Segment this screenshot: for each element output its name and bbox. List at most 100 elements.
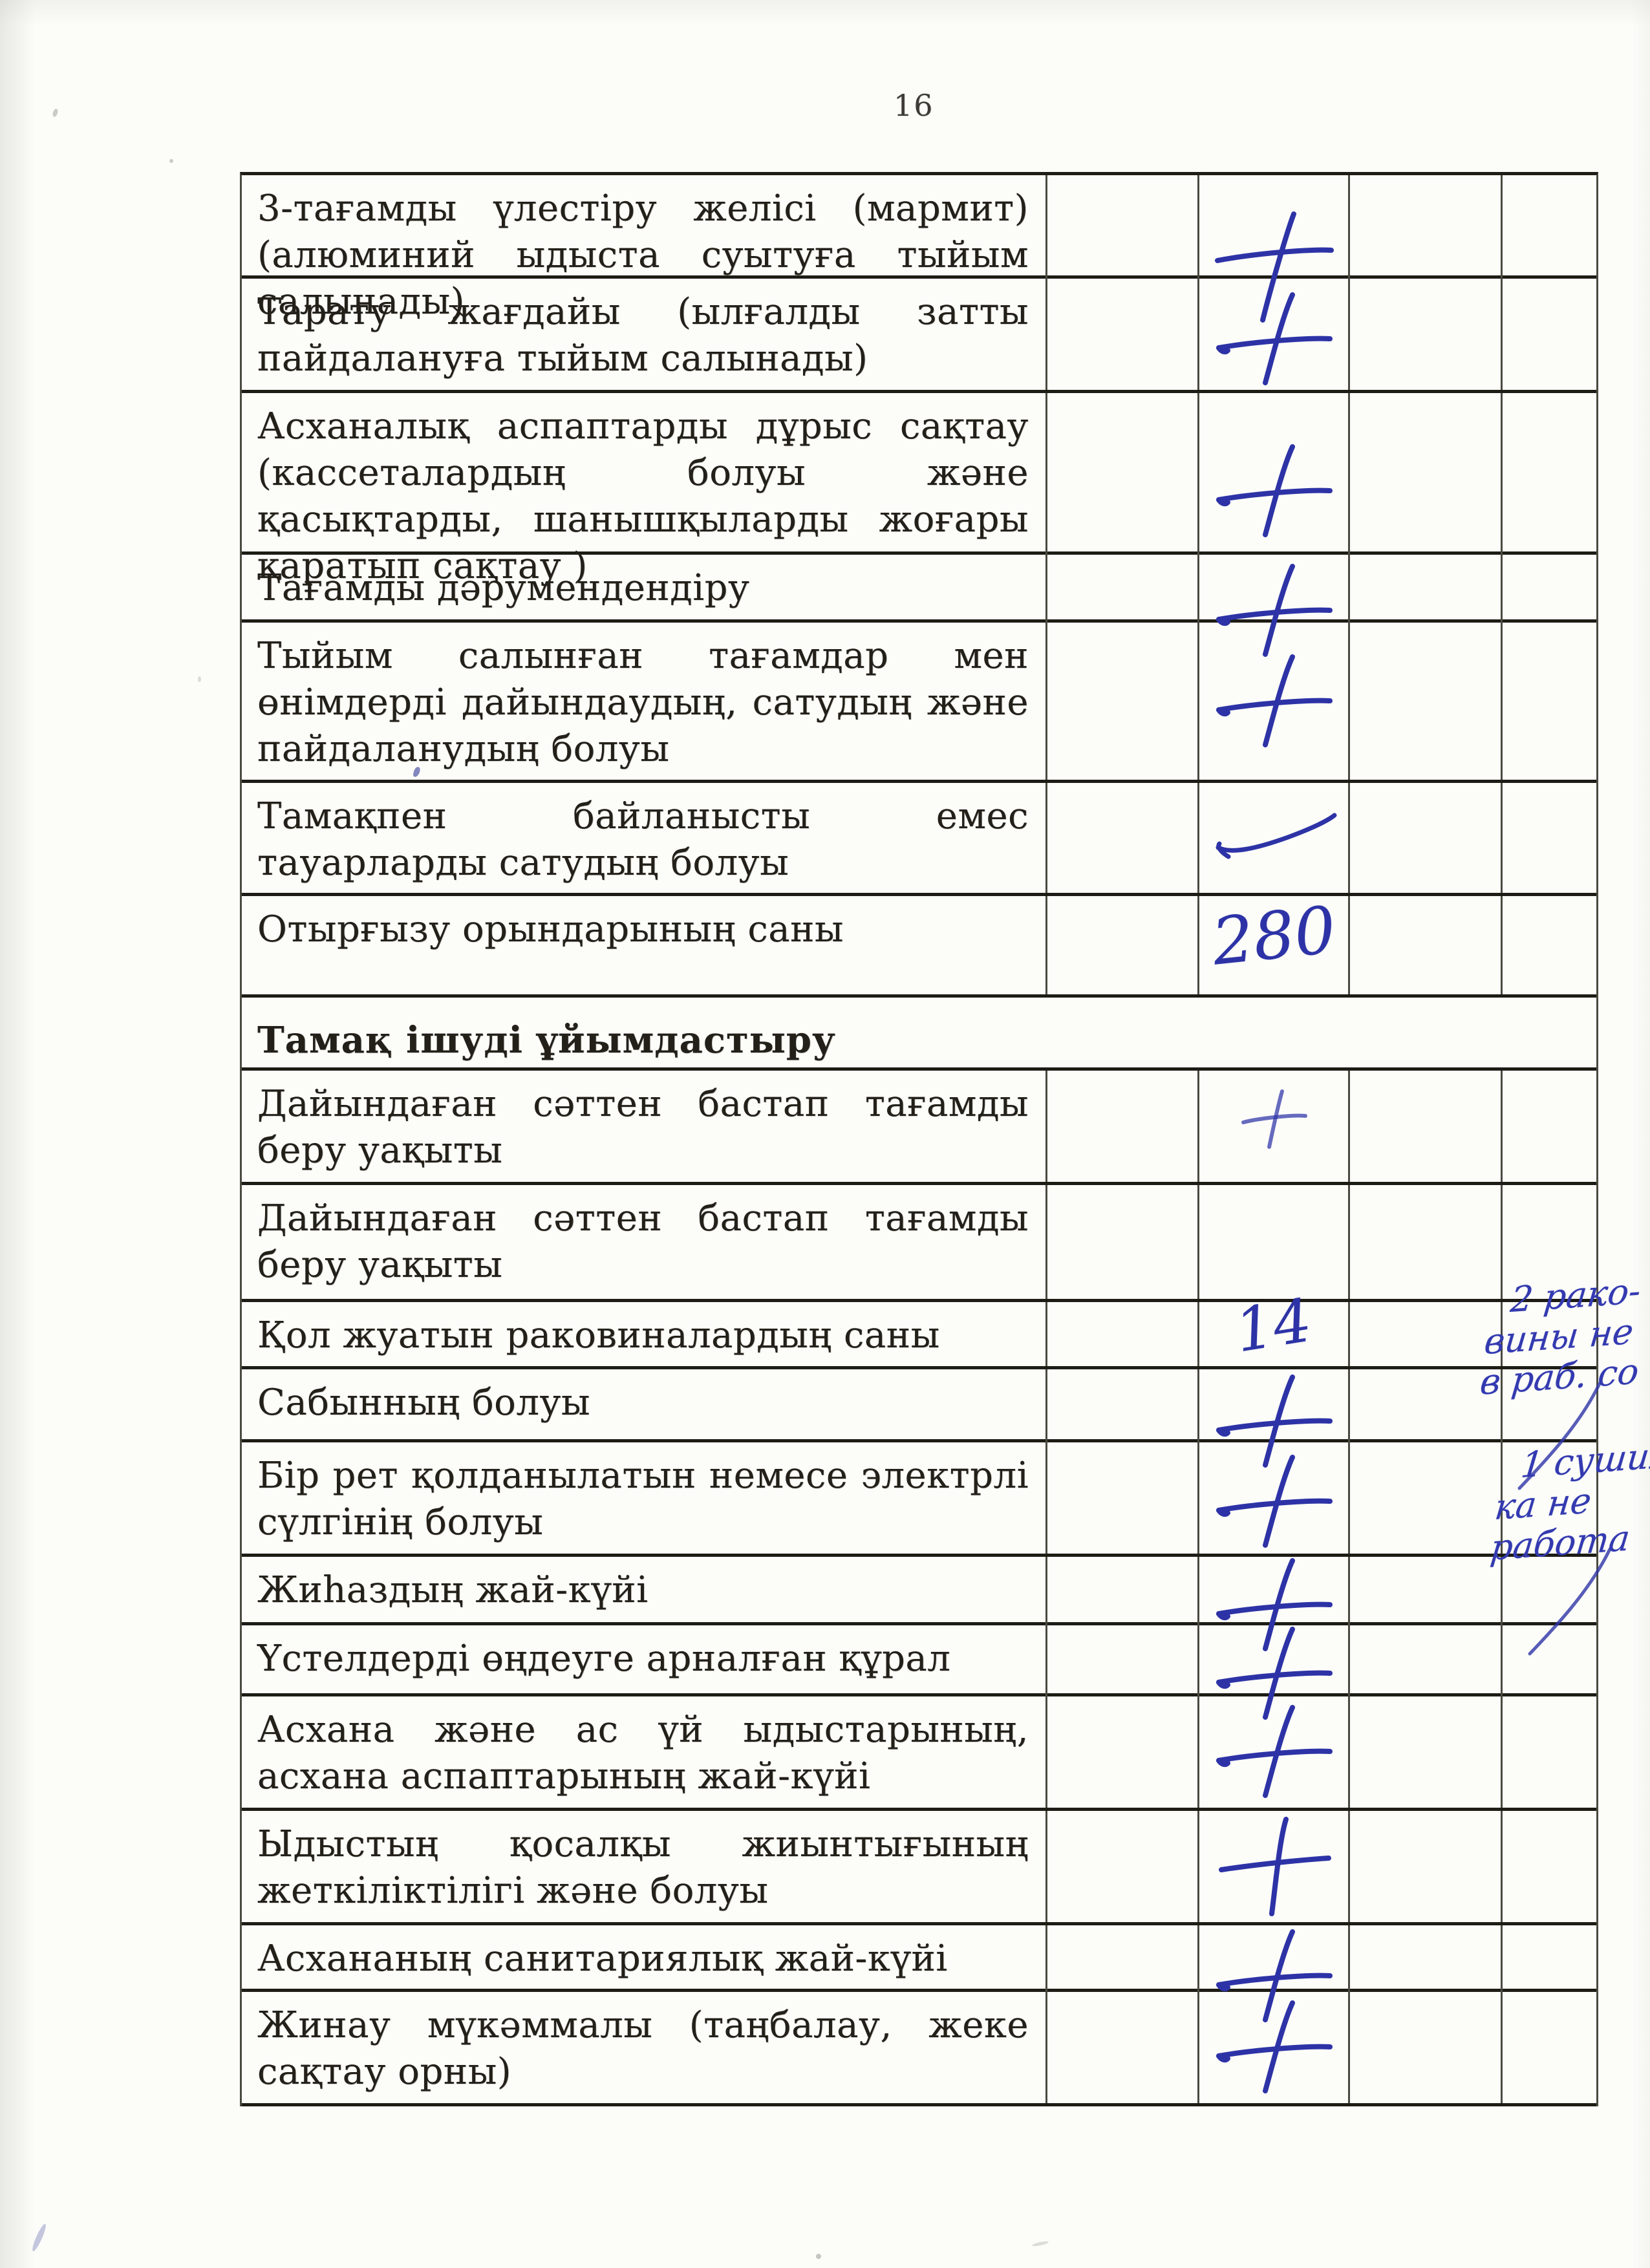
empty-value-cell	[1047, 175, 1199, 325]
criterion-cell: Тағамды дәрумендендіру	[242, 555, 1047, 652]
handwritten-plus-mark	[1212, 1704, 1335, 1801]
table-row: Тыйым салынған тағамдар мен өнімдерді да…	[242, 623, 1596, 783]
table-row: Үстелдерді өңдеуге арналған құрал	[242, 1625, 1596, 1722]
section-header-row: Тамақ ішуді ұйымдастыру	[242, 998, 1596, 1071]
empty-value-cell	[1350, 1369, 1503, 1466]
criterion-cell: Асхананың санитариялық жай-күйі	[242, 1925, 1047, 2022]
table-row: Ыдыстың қосалқы жиынтығының жеткіліктілі…	[242, 1811, 1596, 1925]
empty-value-cell	[1047, 783, 1199, 893]
empty-value-cell	[1047, 1369, 1199, 1466]
result-mark-cell	[1199, 1369, 1350, 1468]
criterion-cell: Тыйым салынған тағамдар мен өнімдерді да…	[242, 623, 1047, 780]
section-header-cell: Тамақ ішуді ұйымдастыру	[242, 998, 1596, 1064]
empty-value-cell	[1047, 1442, 1199, 1554]
result-mark-cell	[1199, 1625, 1350, 1722]
table-row: Дайындаған сәттен бастап тағамды беру уа…	[242, 1185, 1596, 1302]
criterion-text: Тыйым салынған тағамдар мен өнімдерді да…	[257, 635, 1029, 770]
empty-value-cell	[1350, 1925, 1503, 2022]
criterion-text: Асхананың санитариялық жай-күйі	[257, 1938, 948, 1980]
table-row: Сабынның болуы	[242, 1369, 1596, 1468]
result-mark-cell	[1199, 1811, 1350, 1922]
criterion-cell: Сабынның болуы	[242, 1369, 1047, 1466]
result-mark-cell	[1199, 1442, 1350, 1554]
handwritten-dash-mark	[1209, 805, 1338, 861]
handwritten-plus-mark	[1212, 653, 1335, 750]
result-mark-cell	[1199, 623, 1350, 780]
handwritten-plus-mark	[1238, 1089, 1309, 1151]
empty-value-cell	[1350, 555, 1503, 652]
handwritten-plus-mark	[1212, 291, 1335, 388]
criterion-cell: Үстелдерді өңдеуге арналған құрал	[242, 1625, 1047, 1722]
table-row: 3-тағамды үлестіру желісі (мармит) (алюм…	[242, 175, 1596, 325]
empty-value-cell	[1047, 1625, 1199, 1722]
empty-value-cell	[1350, 1625, 1503, 1722]
handwritten-plus-mark	[1212, 1928, 1335, 2025]
criterion-text: Ыдыстың қосалқы жиынтығының жеткіліктілі…	[257, 1823, 1029, 1912]
empty-value-cell	[1047, 1071, 1199, 1182]
handwritten-plus-mark	[1212, 562, 1335, 659]
empty-value-cell	[1350, 175, 1503, 325]
section-header-text: Тамақ ішуді ұйымдастыру	[257, 1019, 836, 1062]
empty-value-cell	[1350, 783, 1503, 893]
criterion-cell: Асханалық аспаптарды дұрыс сақтау (кассе…	[242, 393, 1047, 590]
criterion-text: Дайындаған сәттен бастап тағамды беру уа…	[257, 1197, 1029, 1286]
empty-value-cell	[1047, 279, 1199, 390]
empty-value-cell	[1350, 279, 1503, 390]
empty-value-cell	[1350, 1185, 1503, 1299]
result-mark-cell	[1199, 555, 1350, 657]
pen-flourish	[1508, 1378, 1611, 1497]
empty-value-cell	[1047, 1811, 1199, 1922]
result-mark-cell	[1199, 1557, 1350, 1654]
result-mark-cell: 14	[1199, 1285, 1350, 1366]
empty-value-cell	[1350, 896, 1503, 994]
result-mark-cell	[1199, 393, 1350, 590]
table-row: Тағамды дәрумендендіру	[242, 555, 1596, 657]
result-mark-cell: 280	[1199, 892, 1350, 994]
result-mark-cell	[1199, 1992, 1350, 2103]
handwritten-number-text: 14	[1230, 1285, 1317, 1366]
handwritten-plus-mark	[1212, 443, 1335, 540]
empty-value-cell	[1350, 1696, 1503, 1808]
empty-value-cell	[1047, 393, 1199, 590]
empty-value-cell	[1350, 1992, 1503, 2103]
criterion-cell: Тарату жағдайы (ылғалды затты пайдалануғ…	[242, 279, 1047, 390]
empty-value-cell	[1047, 1992, 1199, 2103]
empty-value-cell	[1047, 1302, 1199, 1366]
empty-value-cell	[1047, 896, 1199, 994]
criterion-cell: Қол жуатын раковиналардың саны	[242, 1302, 1047, 1366]
criterion-cell: Жиһаздың жай-күйі	[242, 1557, 1047, 1654]
criterion-text: Асханалық аспаптарды дұрыс сақтау (кассе…	[257, 405, 1029, 587]
empty-value-cell	[1503, 783, 1596, 893]
scan-speck	[1031, 2240, 1049, 2247]
criterion-text: Тамақпен байланысты емес тауарларды сату…	[257, 795, 1029, 884]
pen-flourish	[1518, 1544, 1622, 1663]
criterion-text: Үстелдерді өңдеуге арналған құрал	[257, 1638, 951, 1680]
criterion-cell: Ыдыстың қосалқы жиынтығының жеткіліктілі…	[242, 1811, 1047, 1922]
criterion-cell: Тамақпен байланысты емес тауарларды сату…	[242, 783, 1047, 893]
criterion-cell: Жинау мүкәммалы (таңбалау, жеке сақтау о…	[242, 1992, 1047, 2103]
criterion-text: Жинау мүкәммалы (таңбалау, жеке сақтау о…	[257, 2004, 1029, 2093]
empty-value-cell	[1350, 623, 1503, 780]
handwritten-plus-mark	[1212, 1373, 1335, 1470]
empty-value-cell	[1503, 1696, 1596, 1808]
handwritten-number: 280	[1208, 892, 1339, 979]
empty-value-cell	[1350, 1442, 1503, 1554]
table-row: Жиһаздың жай-күйі	[242, 1557, 1596, 1654]
criterion-text: Жиһаздың жай-күйі	[257, 1569, 648, 1611]
empty-value-cell	[1350, 1557, 1503, 1654]
table-row: Тарату жағдайы (ылғалды затты пайдалануғ…	[242, 279, 1596, 393]
empty-value-cell	[1047, 1557, 1199, 1654]
scan-speck	[52, 108, 59, 118]
criterion-cell: Бір рет қолданылатын немесе электрлі сүл…	[242, 1442, 1047, 1554]
table-row: Жинау мүкәммалы (таңбалау, жеке сақтау о…	[242, 1992, 1596, 2106]
result-mark-cell	[1199, 175, 1350, 325]
result-mark-cell	[1199, 1185, 1350, 1299]
scan-speck	[198, 676, 201, 682]
empty-value-cell	[1503, 1992, 1596, 2103]
empty-value-cell	[1047, 1185, 1199, 1299]
criterion-text: Тағамды дәрумендендіру	[257, 567, 750, 609]
criterion-cell: 3-тағамды үлестіру желісі (мармит) (алюм…	[242, 175, 1047, 325]
handwritten-number-text: 280	[1208, 891, 1339, 980]
empty-value-cell	[1503, 1811, 1596, 1922]
empty-value-cell	[1350, 1071, 1503, 1182]
